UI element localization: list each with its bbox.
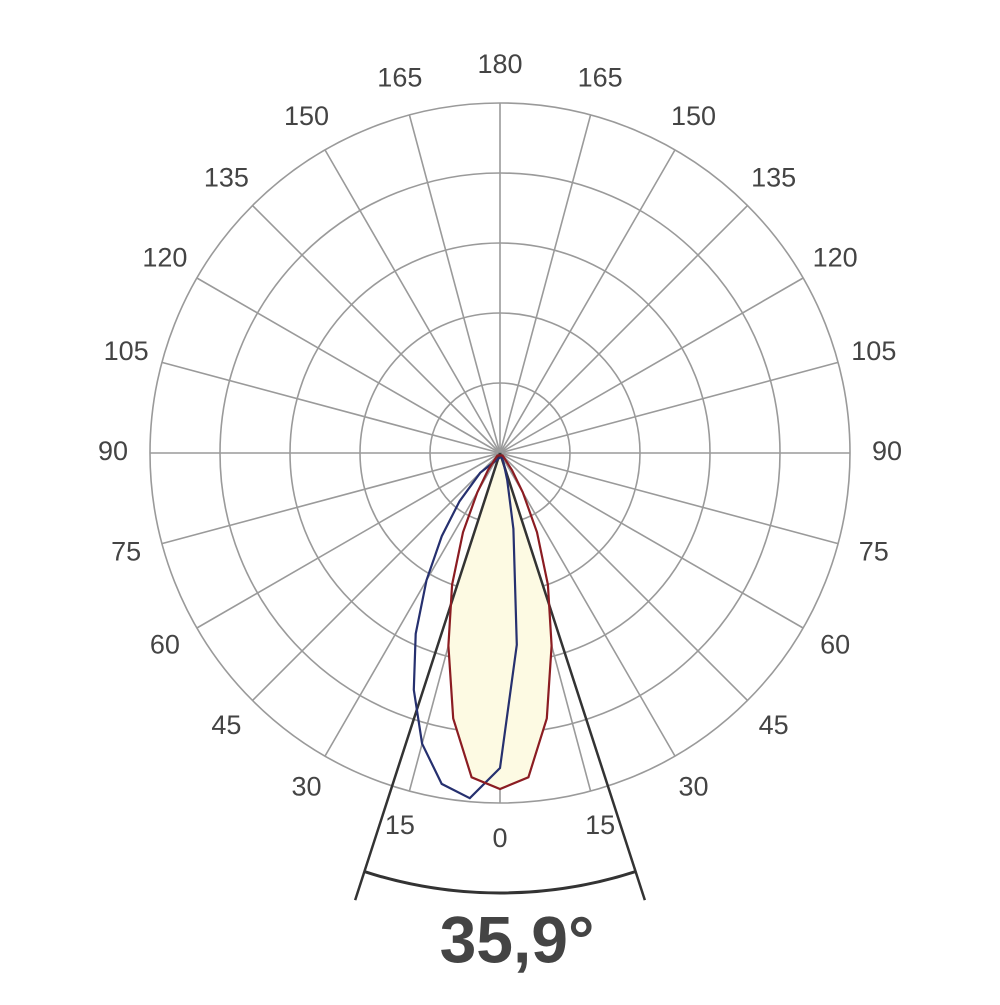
theta-tick-label: 105: [851, 336, 896, 366]
theta-tick-label: 150: [284, 101, 329, 131]
beam-angle-label: 35,9°: [440, 902, 595, 976]
theta-tick-label: 90: [98, 436, 128, 466]
theta-tick-label: 15: [585, 810, 615, 840]
theta-tick-label: 75: [859, 536, 889, 566]
grid-spoke: [408, 114, 501, 454]
theta-tick-label: 30: [291, 771, 321, 801]
theta-tick-label: 60: [150, 630, 180, 660]
grid-spoke: [324, 452, 501, 757]
theta-tick-label: 0: [492, 823, 507, 853]
theta-tick-label: 30: [678, 771, 708, 801]
grid-spoke: [324, 149, 501, 454]
intensity-curve: [447, 454, 553, 791]
theta-tick-label: 120: [142, 243, 187, 273]
theta-tick-label: 60: [820, 630, 850, 660]
grid-spoke: [499, 452, 749, 702]
grid-spoke: [196, 277, 501, 454]
grid-spoke: [499, 452, 676, 757]
grid-spoke: [251, 452, 501, 702]
theta-tick-label: 135: [204, 162, 249, 192]
grid-spoke: [161, 452, 501, 545]
grid-spoke: [499, 452, 804, 629]
theta-tick-label: 120: [813, 243, 858, 273]
beam-arc: [363, 870, 637, 895]
theta-tick-label: 165: [377, 62, 422, 92]
grid-spoke: [499, 204, 749, 454]
theta-tick-label: 165: [578, 62, 623, 92]
beam-line: [498, 452, 647, 901]
grid-spoke: [196, 452, 501, 629]
grid-spoke: [499, 149, 676, 454]
theta-tick-label: 90: [872, 436, 902, 466]
beam-line: [353, 452, 502, 901]
theta-tick-label: 45: [211, 710, 241, 740]
theta-tick-label: 75: [111, 536, 141, 566]
grid-spoke: [499, 452, 839, 545]
theta-tick-label: 105: [104, 336, 149, 366]
grid-spoke: [161, 361, 501, 454]
grid-spoke: [499, 361, 839, 454]
intensity-curve: [412, 454, 518, 800]
theta-tick-label: 45: [759, 710, 789, 740]
theta-tick-label: 135: [751, 162, 796, 192]
grid-spoke: [499, 277, 804, 454]
theta-tick-label: 15: [385, 810, 415, 840]
grid-spoke: [499, 114, 592, 454]
theta-tick-label: 180: [477, 49, 522, 79]
theta-tick-label: 150: [671, 101, 716, 131]
beam-fill: [448, 455, 552, 789]
grid-spoke: [251, 204, 501, 454]
